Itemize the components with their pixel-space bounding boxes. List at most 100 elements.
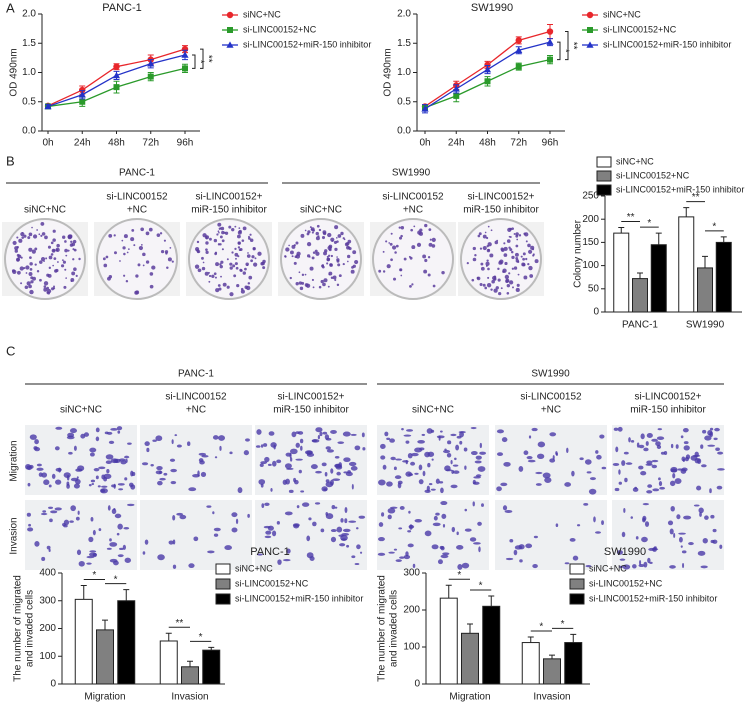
cell bbox=[658, 477, 661, 481]
cell bbox=[586, 471, 592, 474]
colony bbox=[236, 234, 241, 239]
bar bbox=[74, 598, 93, 685]
cell bbox=[33, 446, 38, 450]
significance: * bbox=[647, 218, 651, 229]
colony bbox=[151, 265, 156, 270]
cell bbox=[334, 506, 338, 509]
cell bbox=[712, 528, 717, 533]
colony bbox=[515, 287, 520, 292]
cell bbox=[119, 547, 124, 551]
y-tick-label: 200 bbox=[39, 623, 56, 634]
y-axis-label: Colony number bbox=[573, 219, 584, 287]
bracket bbox=[565, 31, 569, 61]
colony bbox=[237, 246, 241, 249]
cell bbox=[697, 550, 706, 556]
cell bbox=[653, 546, 657, 550]
cell bbox=[405, 471, 413, 477]
cell bbox=[101, 485, 108, 488]
cell bbox=[407, 452, 413, 459]
colony bbox=[29, 268, 33, 271]
colony bbox=[312, 251, 316, 254]
cell bbox=[535, 471, 543, 475]
colony bbox=[65, 254, 68, 257]
x-tick-label: 48h bbox=[479, 138, 496, 149]
cell bbox=[157, 554, 165, 561]
colony bbox=[159, 232, 163, 235]
cell bbox=[326, 449, 334, 453]
cell bbox=[168, 540, 174, 545]
group-title: SW1990 bbox=[392, 168, 431, 179]
y-axis-label: The number of migrated bbox=[377, 575, 388, 682]
cell bbox=[436, 435, 445, 439]
colony bbox=[55, 268, 59, 273]
colony bbox=[337, 263, 341, 267]
cell bbox=[108, 440, 115, 444]
group-title: PANC-1 bbox=[119, 168, 155, 179]
error-bar bbox=[702, 255, 708, 268]
colony bbox=[65, 277, 67, 279]
cell bbox=[341, 532, 350, 536]
colony bbox=[511, 227, 514, 231]
colony bbox=[388, 242, 391, 244]
colony bbox=[331, 240, 334, 242]
legend-label: si-LINC00152+miR-150 inhibitor bbox=[235, 593, 363, 603]
cell bbox=[212, 435, 219, 440]
colony bbox=[133, 244, 136, 247]
cell bbox=[459, 431, 464, 438]
x-tick-label: Migration bbox=[449, 692, 490, 703]
cell bbox=[707, 444, 716, 447]
colony bbox=[495, 286, 499, 290]
cell bbox=[157, 480, 163, 486]
colony bbox=[73, 267, 77, 271]
colony bbox=[390, 258, 393, 262]
colony bbox=[399, 268, 403, 272]
cell bbox=[76, 549, 82, 556]
point bbox=[546, 28, 554, 35]
cell bbox=[77, 510, 80, 515]
cell bbox=[381, 512, 385, 517]
colony bbox=[131, 228, 135, 232]
colony bbox=[27, 236, 31, 240]
colony bbox=[20, 232, 25, 237]
cell bbox=[709, 488, 712, 494]
colony bbox=[424, 223, 428, 228]
colony bbox=[19, 266, 24, 271]
colony bbox=[72, 239, 77, 244]
cell bbox=[294, 479, 299, 485]
cell bbox=[237, 487, 243, 494]
cell bbox=[270, 488, 273, 492]
cell bbox=[405, 459, 408, 465]
cell bbox=[323, 488, 328, 491]
cell bbox=[295, 442, 300, 448]
cell bbox=[342, 528, 351, 533]
cell bbox=[479, 451, 486, 455]
colony bbox=[315, 231, 319, 236]
colony bbox=[105, 255, 109, 259]
cell bbox=[330, 468, 334, 474]
cell bbox=[459, 440, 463, 445]
colony bbox=[346, 254, 351, 259]
cell bbox=[350, 433, 357, 436]
point bbox=[483, 65, 492, 73]
cell bbox=[638, 564, 645, 568]
cell bbox=[259, 463, 264, 467]
colony bbox=[423, 269, 428, 274]
cell bbox=[264, 502, 270, 507]
colony bbox=[239, 248, 243, 252]
cell bbox=[638, 444, 645, 449]
colony bbox=[515, 234, 519, 238]
colony bbox=[11, 269, 16, 273]
cell bbox=[124, 477, 128, 481]
cell bbox=[276, 459, 282, 464]
cell bbox=[682, 562, 685, 569]
colony bbox=[511, 267, 514, 270]
colony bbox=[382, 270, 386, 273]
cell bbox=[260, 483, 264, 488]
cell bbox=[330, 536, 337, 543]
cell bbox=[663, 450, 668, 455]
cell bbox=[213, 527, 221, 532]
cell bbox=[317, 435, 321, 440]
colony bbox=[494, 240, 499, 245]
cell bbox=[389, 438, 395, 443]
colony bbox=[209, 237, 212, 241]
